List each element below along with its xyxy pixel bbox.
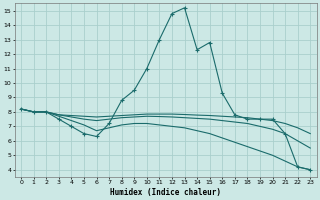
X-axis label: Humidex (Indice chaleur): Humidex (Indice chaleur): [110, 188, 221, 197]
